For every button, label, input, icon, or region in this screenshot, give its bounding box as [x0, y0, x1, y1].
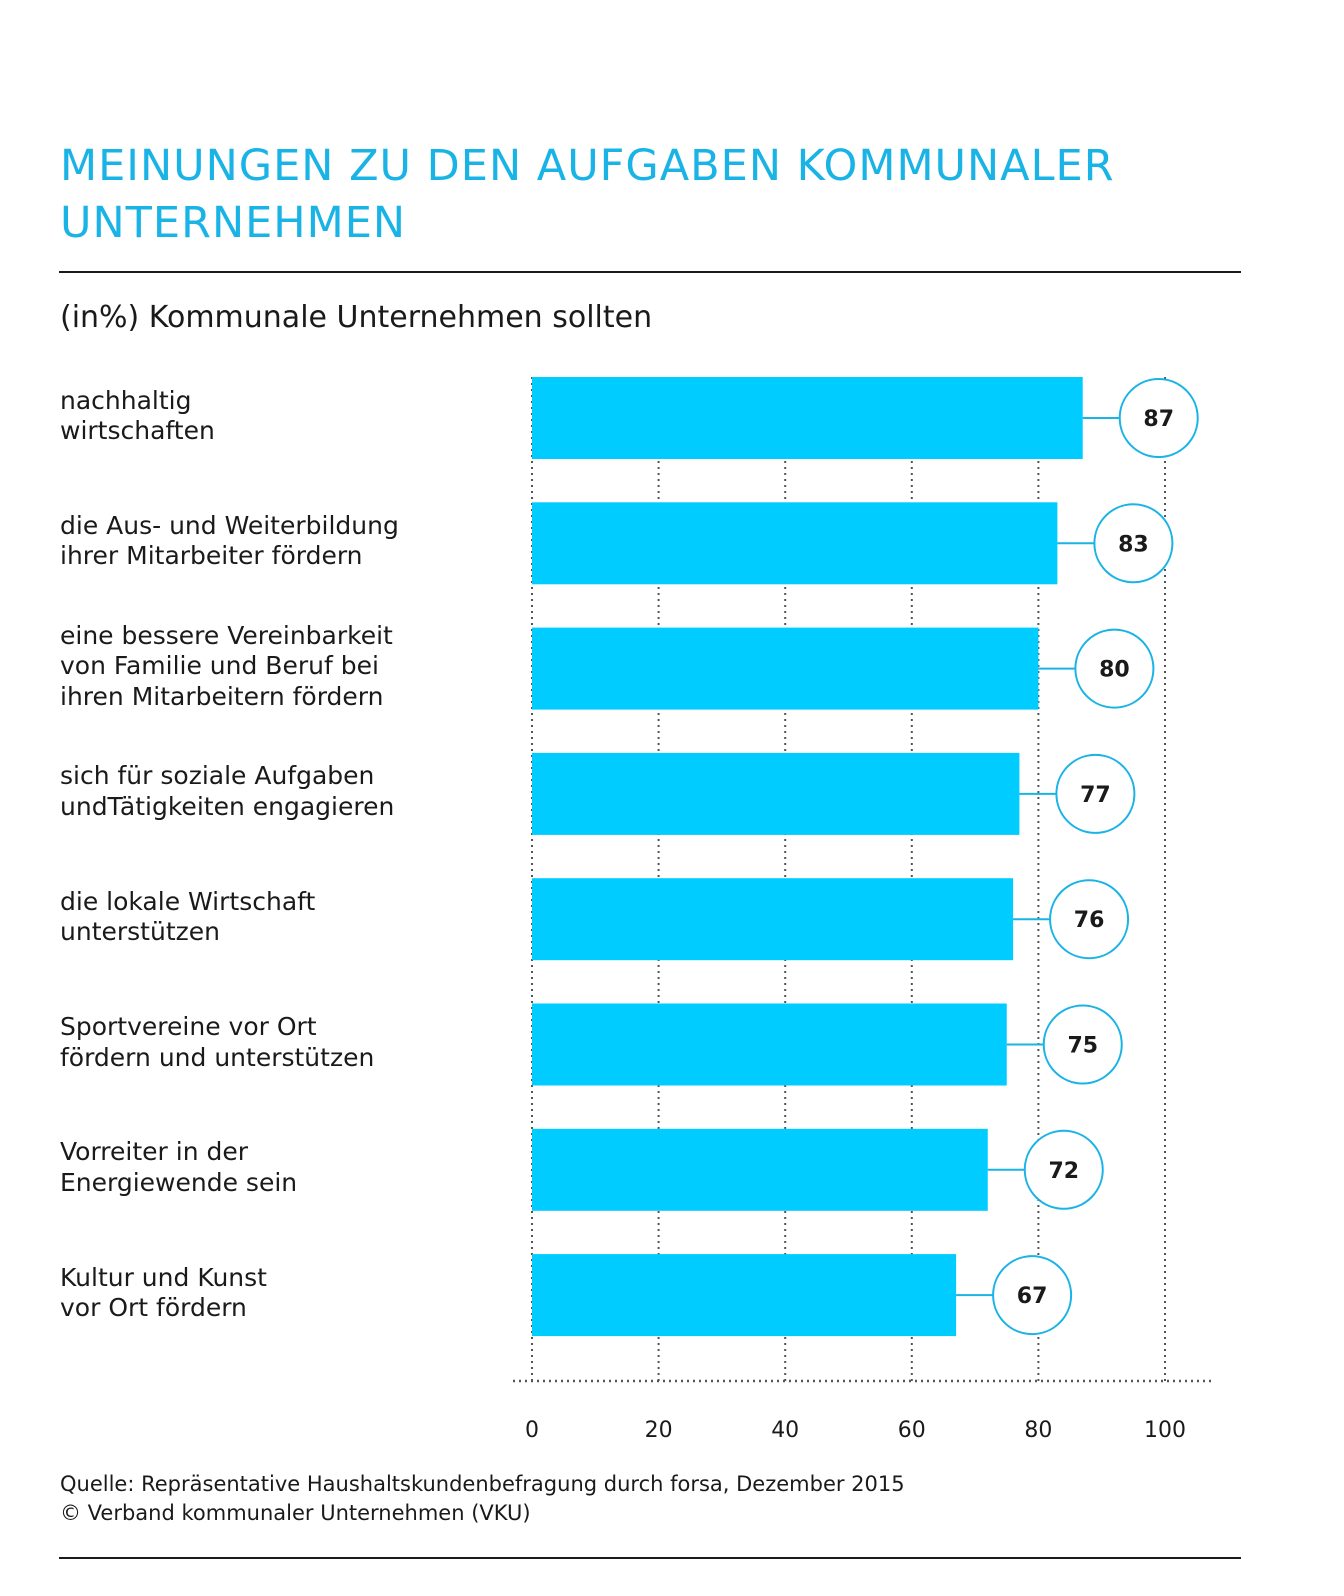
category-label-line: ihren Mitarbeitern fördern: [60, 681, 384, 711]
bar: [532, 377, 1083, 459]
category-label-line: Energiewende sein: [60, 1167, 298, 1197]
chart-title: MEINUNGEN ZU DEN AUFGABEN KOMMUNALER UNT…: [60, 138, 1240, 252]
bar: [532, 752, 1020, 835]
data-label: 67: [1017, 1284, 1048, 1309]
data-label: 87: [1143, 407, 1174, 432]
chart-subtitle: (in%) Kommunale Unternehmen sollten: [60, 300, 653, 335]
x-tick-label: 40: [771, 1418, 799, 1443]
category-label-line: fördern und unterstützen: [60, 1042, 375, 1072]
category-label: Sportvereine vor Ort fördern und unterstü…: [60, 1012, 500, 1073]
value-bubble: [1023, 1129, 1104, 1210]
chart-title-line-1: MEINUNGEN ZU DEN AUFGABEN KOMMUNALER: [60, 141, 1115, 191]
category-label: sich für soziale Aufgaben undTätigkeiten …: [60, 761, 500, 822]
category-label-line: unterstützen: [60, 917, 220, 947]
bar: [532, 878, 1014, 961]
data-label: 83: [1118, 532, 1149, 557]
category-label: Kultur und Kunst vor Ort fördern: [60, 1263, 500, 1324]
value-bubble: [1055, 753, 1136, 834]
category-label-line: Vorreiter in der: [60, 1137, 249, 1167]
data-label: 75: [1067, 1034, 1098, 1059]
value-bubble: [1074, 628, 1155, 709]
category-label-line: ihrer Mitarbeiter fördern: [60, 541, 363, 571]
category-label-line: Kultur und Kunst: [60, 1262, 267, 1292]
category-label: die Aus- und Weiterbildung ihrer Mitarbei…: [60, 511, 500, 572]
data-label: 80: [1099, 658, 1130, 683]
data-label: 77: [1080, 783, 1111, 808]
category-label-line: von Familie und Beruf bei: [60, 651, 379, 681]
bar-chart: 0 20 40 60 80 100 87 83 80 77 76 75 72 67: [513, 377, 1214, 1443]
data-label: 76: [1074, 908, 1105, 933]
category-label-line: eine bessere Vereinbarkeit: [60, 620, 393, 650]
value-bubble: [1049, 879, 1130, 960]
value-bubble: [1093, 503, 1174, 584]
category-label: Vorreiter in der Energiewende sein: [60, 1137, 500, 1198]
category-label-line: Sportvereine vor Ort: [60, 1012, 317, 1041]
category-label-line: undTätigkeiten engagieren: [60, 791, 395, 821]
x-tick-label: 20: [645, 1418, 673, 1443]
chart-title-line-2: UNTERNEHMEN: [60, 198, 407, 248]
bar: [532, 502, 1058, 585]
x-tick-label: 0: [525, 1418, 539, 1443]
top-divider: [59, 271, 1241, 273]
category-label: eine bessere Vereinbarkeit von Familie un…: [60, 621, 500, 713]
value-bubble: [1042, 1004, 1123, 1085]
bar: [532, 627, 1039, 710]
source-line-2: © Verband kommunaler Unternehmen (VKU): [60, 1501, 531, 1525]
category-label-line: sich für soziale Aufgaben: [60, 761, 375, 791]
bottom-divider: [59, 1557, 1241, 1559]
category-label-line: vor Ort fördern: [60, 1293, 247, 1323]
value-bubble: [1118, 378, 1199, 458]
source-line-1: Quelle: Repräsentative Haushaltskundenbe…: [60, 1472, 905, 1496]
bar: [532, 1254, 957, 1337]
category-label: nachhaltig wirtschaften: [60, 386, 500, 447]
bar: [532, 1003, 1007, 1086]
bar: [532, 1128, 988, 1211]
value-bubble: [992, 1255, 1073, 1336]
category-label: die lokale Wirtschaft unterstützen: [60, 887, 500, 948]
category-label-line: wirtschaften: [60, 416, 215, 445]
x-tick-label: 100: [1144, 1418, 1186, 1443]
x-tick-label: 60: [898, 1418, 926, 1443]
x-tick-label: 80: [1024, 1418, 1052, 1443]
data-label: 72: [1048, 1159, 1079, 1184]
category-label-line: nachhaltig: [60, 385, 192, 415]
category-label-line: die Aus- und Weiterbildung: [60, 510, 399, 540]
source-note: Quelle: Repräsentative Haushaltskundenbe…: [60, 1470, 905, 1528]
category-label-line: die lokale Wirtschaft: [60, 886, 316, 916]
